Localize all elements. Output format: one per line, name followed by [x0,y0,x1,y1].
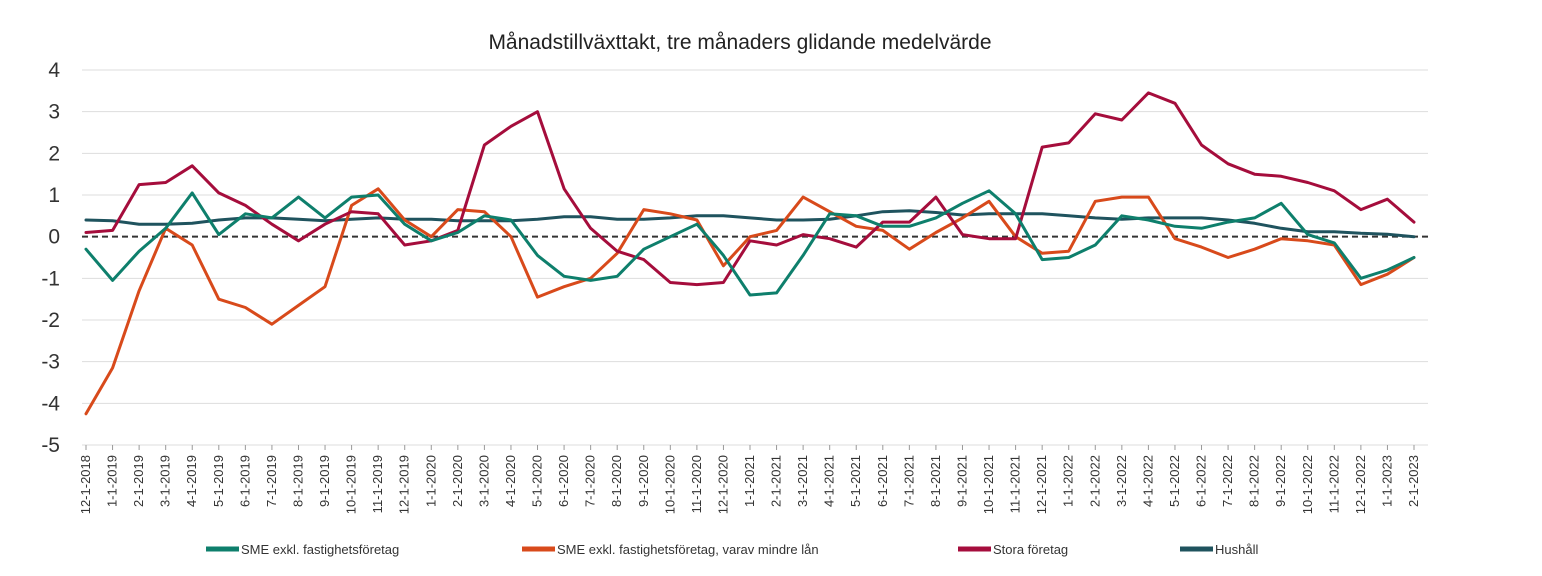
x-tick-label: 10-1-2022 [1300,455,1315,514]
y-axis: 4 3 2 1 0 -1 -2 -3 -4 -5 [41,59,60,457]
x-tick-label: 3-1-2020 [476,455,491,507]
series-line-1 [84,187,1416,416]
x-tick-label: 6-1-2019 [237,455,252,507]
x-tick-label: 1-1-2023 [1379,455,1394,507]
x-tick-label: 2-1-2021 [769,455,784,507]
x-tick-label: 1-1-2020 [423,455,438,507]
x-tick-label: 11-1-2020 [689,455,704,513]
x-tick-label: 7-1-2020 [583,455,598,507]
x-tick-label: 10-1-2019 [344,455,359,514]
y-tick-label: -2 [41,309,60,332]
series-line-0 [84,189,1416,297]
x-tick-label: 5-1-2022 [1167,455,1182,507]
x-tick-label: 3-1-2022 [1114,455,1129,507]
x-tick-label: 12-1-2019 [397,455,412,514]
y-tick-label: 2 [48,142,60,165]
x-tick-label: 9-1-2022 [1273,455,1288,507]
legend: SME exkl. fastighetsföretag SME exkl. fas… [206,542,1258,557]
x-tick-label: 6-1-2020 [556,455,571,507]
x-tick-label: 1-1-2019 [105,455,120,507]
x-tick-label: 9-1-2019 [317,455,332,507]
series-line-2 [84,91,1416,287]
x-tick-label: 2-1-2019 [131,455,146,507]
x-tick-label: 8-1-2021 [928,455,943,507]
x-tick-label: 8-1-2019 [290,455,305,507]
y-tick-label: -4 [41,392,60,415]
series-lines [84,91,1416,416]
x-tick-label: 7-1-2019 [264,455,279,507]
x-tick-label: 4-1-2022 [1140,455,1155,507]
x-tick-label: 10-1-2020 [662,455,677,514]
series-line-3 [84,209,1416,239]
x-tick-label: 11-1-2019 [370,455,385,513]
y-tick-label: -3 [41,351,60,374]
legend-label: SME exkl. fastighetsföretag, varav mindr… [557,542,819,557]
x-tick-label: 1-1-2022 [1061,455,1076,507]
x-tick-label: 7-1-2022 [1220,455,1235,507]
x-tick-label: 1-1-2021 [742,455,757,507]
x-tick-label: 3-1-2019 [158,455,173,507]
x-tick-label: 6-1-2022 [1194,455,1209,507]
x-tick-label: 10-1-2021 [981,455,996,514]
x-tick-label: 8-1-2022 [1247,455,1262,507]
y-tick-label: -1 [41,267,60,290]
y-tick-label: 4 [48,59,60,82]
x-tick-label: 4-1-2020 [503,455,518,507]
legend-label: SME exkl. fastighetsföretag [241,542,399,557]
x-tick-label: 2-1-2023 [1406,455,1421,507]
x-tick-label: 12-1-2021 [1034,455,1049,514]
x-tick-label: 5-1-2019 [211,455,226,507]
x-tick-label: 5-1-2020 [530,455,545,507]
x-tick-label: 8-1-2020 [609,455,624,507]
x-tick-label: 5-1-2021 [848,455,863,507]
x-tick-label: 4-1-2021 [822,455,837,507]
x-axis: 12-1-2018 1-1-2019 2-1-2019 3-1-2019 4-1-201… [78,445,1421,514]
legend-label: Hushåll [1215,542,1258,557]
x-tick-label: 12-1-2020 [715,455,730,514]
legend-label: Stora företag [993,542,1068,557]
y-tick-label: 1 [48,184,60,207]
x-tick-label: 2-1-2020 [450,455,465,507]
x-tick-label: 6-1-2021 [875,455,890,507]
x-tick-label: 7-1-2021 [901,455,916,507]
x-tick-label: 11-1-2021 [1008,455,1023,513]
x-tick-label: 9-1-2020 [636,455,651,507]
x-tick-label: 12-1-2022 [1353,455,1368,514]
y-tick-label: 3 [48,101,60,124]
y-tick-label: -5 [41,434,60,457]
x-tick-label: 4-1-2019 [184,455,199,507]
x-tick-label: 9-1-2021 [954,455,969,507]
x-tick-label: 2-1-2022 [1087,455,1102,507]
x-tick-label: 12-1-2018 [78,455,93,514]
x-tick-label: 3-1-2021 [795,455,810,507]
chart-title: Månadstillväxttakt, tre månaders glidand… [488,31,991,54]
x-tick-label: 11-1-2022 [1326,455,1341,513]
y-tick-label: 0 [48,226,60,249]
gridlines [82,69,1428,446]
